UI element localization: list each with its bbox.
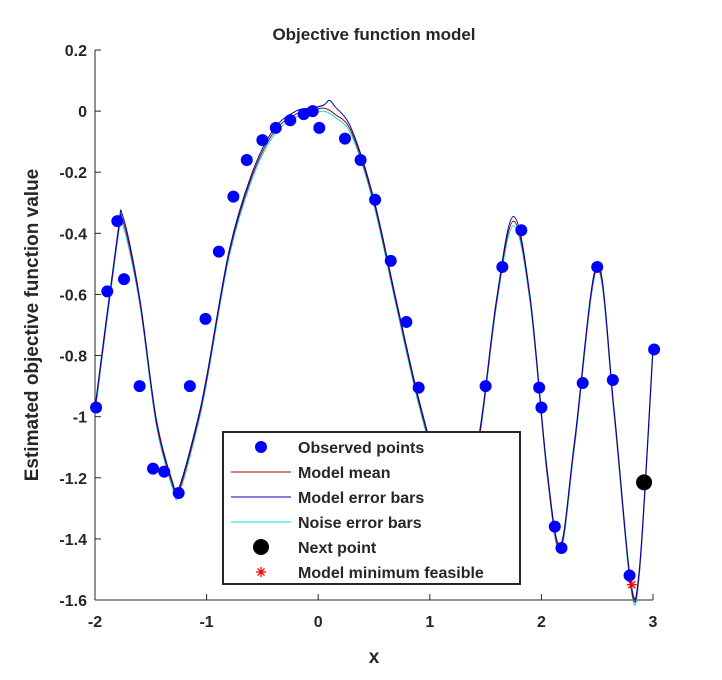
y-axis-label: Estimated objective function value: [22, 169, 43, 482]
y-tick-label: -1.4: [59, 532, 87, 549]
observed-point: [338, 132, 351, 145]
x-tick-label: 3: [649, 614, 658, 631]
observed-point: [555, 542, 568, 555]
observed-point: [240, 154, 253, 166]
observed-point: [212, 245, 225, 258]
observed-point: [412, 381, 425, 394]
observed-point: [101, 285, 114, 298]
y-tick-label: -1.6: [59, 593, 87, 610]
y-tick-label: 0: [78, 104, 87, 121]
observed-point: [535, 401, 548, 414]
legend-swatch-star: [256, 567, 266, 577]
x-tick-label: 0: [314, 614, 323, 631]
legend: Observed points Model mean Model error bar…: [222, 431, 521, 585]
x-tick-label: 2: [537, 614, 546, 631]
legend-entry: Next point: [253, 539, 377, 557]
observed-point: [199, 312, 212, 325]
observed-point: [479, 380, 492, 393]
y-tick-label: -1: [73, 410, 87, 427]
legend-label: Noise error bars: [298, 515, 422, 532]
observed-point: [496, 260, 509, 273]
observed-point: [158, 465, 171, 478]
x-tick-label: -1: [199, 614, 213, 631]
y-tick-label: -0.4: [59, 226, 87, 243]
observed-point: [147, 462, 160, 475]
observed-point: [648, 343, 661, 356]
observed-point: [354, 154, 367, 166]
observed-point: [284, 114, 297, 127]
legend-label: Observed points: [298, 440, 424, 457]
observed-point: [306, 105, 319, 118]
x-tick-label: 1: [425, 614, 434, 631]
x-axis-label: x: [369, 647, 380, 668]
observed-point: [256, 134, 269, 147]
star-stroke-3: [627, 580, 636, 589]
legend-entry: Noise error bars: [231, 515, 422, 532]
x-tick-label: -2: [88, 614, 102, 631]
axes: -2 -1 0 1 2 3 -1.6 -1.4 -1.2 -1 -0.8 -0.6 -0.4 -0.2 0 0…: [59, 43, 657, 631]
observed-point: [576, 377, 589, 390]
y-tick-label: -0.8: [59, 349, 87, 366]
legend-entry: Model mean: [231, 465, 390, 482]
observed-point: [400, 315, 413, 328]
observed-point: [623, 569, 636, 582]
chart-title: Objective function model: [272, 25, 475, 44]
legend-label: Model error bars: [298, 490, 424, 507]
legend-label: Model minimum feasible: [298, 565, 484, 582]
observed-point: [118, 273, 131, 286]
next-point: [636, 474, 653, 491]
observed-point: [369, 193, 382, 206]
legend-label: Next point: [298, 540, 377, 557]
legend-label: Model mean: [298, 465, 390, 482]
legend-swatch-next-point: [253, 539, 269, 555]
observed-point: [111, 215, 124, 228]
y-tick-label: 0.2: [65, 43, 87, 60]
legend-box: [222, 431, 521, 585]
observed-point: [591, 260, 604, 273]
model-minimum-point: [626, 579, 637, 590]
observed-point: [172, 487, 185, 500]
y-tick-label: -0.2: [59, 165, 87, 182]
observed-point: [606, 374, 619, 386]
y-tick-label: -0.6: [59, 287, 87, 304]
observed-point: [548, 520, 561, 533]
observed-point: [384, 254, 397, 267]
observed-point: [313, 121, 326, 134]
observed-point: [183, 380, 196, 393]
legend-entry: Model minimum feasible: [256, 565, 484, 582]
observed-point: [515, 224, 528, 237]
legend-swatch-observed: [255, 441, 267, 453]
observed-point: [269, 121, 282, 134]
legend-entry: Observed points: [255, 440, 424, 457]
legend-entry: Model error bars: [231, 490, 424, 507]
observed-point: [133, 380, 146, 393]
observed-point: [90, 401, 103, 414]
star-stroke-3: [257, 568, 265, 576]
observed-point: [533, 381, 546, 394]
observed-point: [227, 190, 240, 203]
y-tick-label: -1.2: [59, 471, 87, 488]
